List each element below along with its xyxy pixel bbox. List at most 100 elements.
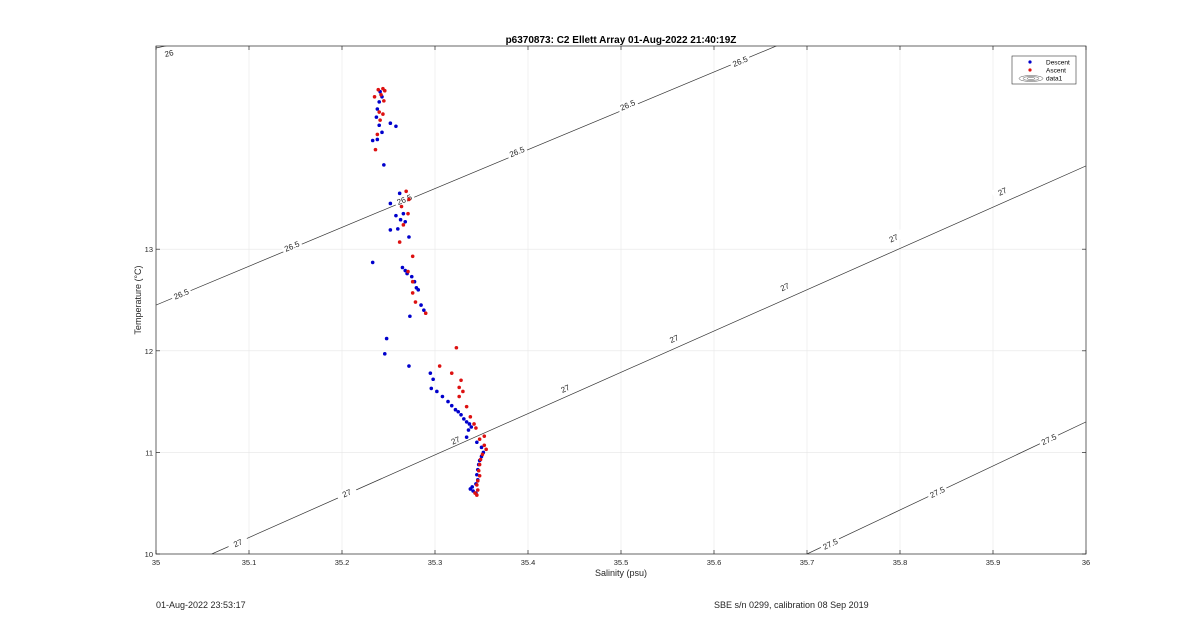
isopycnal-label: 27 — [991, 182, 1014, 200]
isopycnal-label-bg — [1037, 430, 1060, 448]
descent-point — [388, 121, 393, 126]
descent-point — [370, 260, 375, 265]
isopycnal-label: 27.5 — [819, 535, 841, 552]
descent-point — [380, 130, 384, 135]
descent-point — [475, 440, 479, 445]
ascent-point — [381, 112, 385, 116]
descent-point — [479, 445, 484, 450]
ascent-point — [454, 345, 459, 350]
isopycnal-line — [211, 165, 1086, 554]
descent-point — [464, 435, 469, 439]
descent-point — [407, 364, 411, 368]
legend-marker-ascent — [1028, 68, 1032, 72]
legend: Descent Ascent data1 — [1011, 55, 1077, 85]
ascent-point — [477, 462, 482, 467]
descent-point — [466, 428, 471, 432]
isopycnal-label: 26.5 — [616, 96, 639, 113]
isopycnal-label-bg — [169, 285, 192, 302]
ascent-point — [410, 279, 415, 284]
ascent-point — [413, 300, 418, 304]
ascent-point — [410, 291, 415, 295]
descent-point — [384, 336, 389, 341]
isopycnal-label-bg — [882, 229, 905, 246]
descent-point — [403, 268, 408, 273]
isopycnal-label: 27 — [226, 534, 249, 551]
ascent-point — [480, 452, 485, 457]
isopycnal-label: 26.5 — [280, 237, 303, 254]
footer-calibration: SBE s/n 0299, calibration 08 Sep 2019 — [714, 600, 869, 610]
descent-point — [409, 274, 414, 279]
ascent-point — [475, 488, 480, 492]
ascent-point — [457, 394, 461, 399]
isopycnal-label: 27 — [882, 229, 905, 246]
descent-point — [469, 425, 474, 429]
ascent-point — [482, 434, 487, 438]
x-tick-label: 35.6 — [707, 558, 722, 567]
descent-point — [382, 352, 387, 356]
descent-point — [462, 417, 466, 421]
ascent-point — [437, 364, 442, 368]
ascent-point — [406, 269, 410, 274]
ascent-point — [375, 132, 380, 137]
y-tick-label: 10 — [145, 550, 153, 559]
isopycnal-label: 27 — [444, 431, 467, 448]
ascent-point — [372, 95, 377, 99]
ascent-point — [397, 240, 402, 244]
ascent-point — [477, 437, 482, 441]
descent-point — [456, 409, 461, 414]
ascent-point — [404, 189, 408, 194]
descent-point — [453, 407, 458, 412]
isopycnal-label-text: 26 — [164, 48, 175, 59]
y-axis-label: Temperature (°C) — [133, 265, 143, 334]
descent-point — [449, 403, 454, 408]
isopycnal-label-bg — [662, 329, 685, 347]
isopycnal-label-bg — [926, 483, 948, 500]
x-tick-label: 35.2 — [335, 558, 350, 567]
isopycnal-label-text: 27 — [232, 537, 244, 549]
ascent-point — [376, 87, 381, 92]
descent-point — [468, 487, 473, 491]
descent-point — [377, 123, 382, 128]
footer-timestamp: 01-Aug-2022 23:53:17 — [156, 600, 246, 610]
x-axis-label: Salinity (psu) — [595, 568, 647, 578]
isopycnal-label: 27 — [335, 484, 358, 501]
isopycnal-label-bg — [335, 484, 358, 501]
isopycnal-line — [156, 46, 167, 49]
chart-title: p6370873: C2 Ellett Array 01-Aug-2022 21… — [506, 35, 737, 46]
isopycnal-label: 26.5 — [393, 190, 416, 207]
y-tick-label: 13 — [145, 245, 153, 254]
ascent-point — [477, 473, 482, 478]
ascent-point — [464, 404, 469, 409]
legend-marker-descent — [1028, 60, 1032, 64]
x-tick-label: 35.4 — [521, 558, 536, 567]
isopycnal-label-bg — [616, 96, 639, 113]
descent-point — [467, 422, 472, 426]
legend-box — [1011, 55, 1077, 85]
ascent-point — [476, 468, 481, 473]
ascent-point — [482, 443, 487, 448]
isopycnal-label: 27 — [662, 329, 685, 347]
descent-point — [435, 389, 439, 394]
y-tick-label: 11 — [145, 448, 153, 457]
isopycnal-label: 27 — [773, 278, 796, 295]
x-tick-label: 35.1 — [242, 558, 257, 567]
ascent-point — [449, 371, 454, 375]
x-tick-label: 35.5 — [614, 558, 629, 567]
isopycnal-label-bg — [393, 190, 416, 207]
descent-point — [394, 124, 398, 129]
isopycnal-label-bg — [773, 278, 796, 295]
ascent-point — [459, 378, 463, 383]
isopycnal-label-bg — [505, 143, 528, 160]
descent-point — [374, 115, 379, 119]
x-tick-label: 35 — [152, 558, 160, 567]
isopycnal-label-text: 27 — [341, 487, 353, 499]
x-tick-label: 35.3 — [428, 558, 443, 567]
ascent-point — [382, 99, 386, 103]
ascent-point — [475, 483, 479, 487]
descent-point — [475, 472, 479, 477]
ascent-point — [461, 389, 465, 394]
isopycnal-label: 26 — [158, 46, 180, 60]
descent-point — [431, 377, 435, 382]
isopycnal-label-bg — [226, 534, 249, 551]
